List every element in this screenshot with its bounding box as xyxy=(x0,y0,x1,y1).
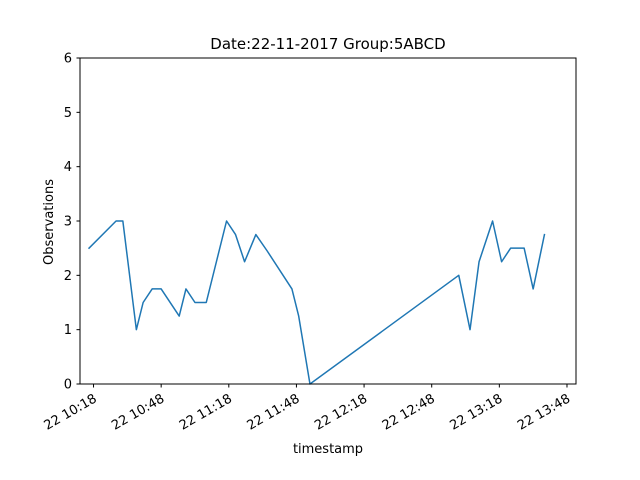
x-axis-title: timestamp xyxy=(293,442,363,457)
y-tick-label: 6 xyxy=(64,52,72,67)
y-tick-label: 2 xyxy=(64,269,72,284)
y-tick-label: 4 xyxy=(64,160,72,175)
y-tick-label: 0 xyxy=(64,378,72,393)
plot-area xyxy=(87,220,546,385)
y-tick-label: 5 xyxy=(64,106,72,121)
chart-title: Date:22-11-2017 Group:5ABCD xyxy=(210,35,445,53)
y-tick-label: 1 xyxy=(64,323,72,338)
y-axis-title: Observations xyxy=(42,179,57,265)
series-line-0 xyxy=(87,220,546,385)
y-tick-label: 3 xyxy=(64,215,72,230)
